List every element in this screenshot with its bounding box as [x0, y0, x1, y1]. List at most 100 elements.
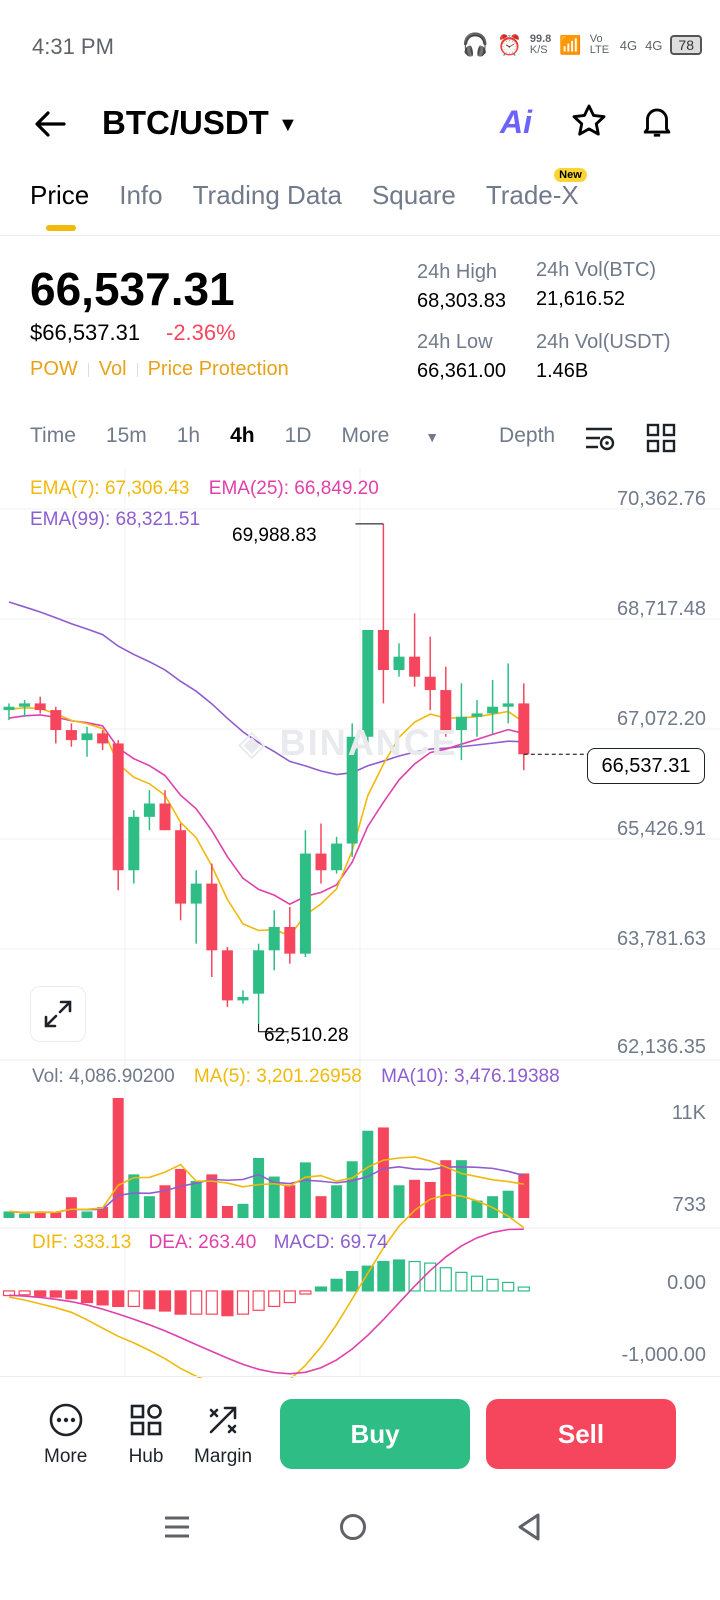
status-bar: 4:31 PM 🎧 ⏰ 99.8 K/S 📶 Vo LTE 4G 4G 78 — [0, 0, 720, 90]
kline-chart[interactable] — [0, 468, 720, 1378]
macd-label: MACD: 69.74 — [273, 1232, 388, 1253]
ma10-line — [8, 1166, 525, 1214]
back-arrow-icon[interactable] — [30, 104, 70, 144]
tab-info[interactable]: Info — [119, 180, 163, 210]
dea-line — [8, 1228, 524, 1375]
star-icon[interactable] — [570, 102, 608, 145]
volume-bar — [284, 1185, 296, 1218]
stat-24h-vol-usdt: 24h Vol(USDT) 1.46B — [536, 331, 671, 382]
macd-bar — [283, 1290, 296, 1304]
macd-bar — [299, 1290, 312, 1295]
grid-layout-icon[interactable] — [646, 423, 676, 458]
candle-body — [377, 629, 389, 671]
volume-bar — [299, 1162, 311, 1218]
tab-square[interactable]: Square — [371, 180, 456, 210]
stat-24h-low: 24h Low 66,361.00 — [417, 331, 506, 382]
back-nav-icon[interactable] — [514, 1512, 544, 1547]
tf-time[interactable]: Time — [30, 424, 76, 447]
volume-bar — [362, 1130, 374, 1218]
last-price: 66,537.31 — [30, 263, 235, 315]
macd-bar — [439, 1267, 452, 1292]
macd-bar — [268, 1290, 281, 1308]
dea-label: DEA: 263.40 — [148, 1232, 257, 1253]
buy-button[interactable]: Buy — [280, 1399, 470, 1469]
volume-bar — [81, 1211, 93, 1218]
caret-down-icon: ▼ — [425, 429, 440, 445]
candle-body — [253, 950, 265, 994]
macd-bar — [34, 1290, 47, 1297]
volume-bar — [19, 1213, 31, 1218]
macd-bar — [408, 1260, 421, 1292]
candle-body — [3, 706, 15, 711]
expand-icon — [44, 1000, 72, 1028]
macd-bar — [502, 1281, 515, 1292]
tf-4h[interactable]: 4h — [230, 424, 255, 447]
high-marker: 69,988.83 — [232, 525, 317, 546]
tab-bar: Price Info Trading Data Square Trade-X Ne… — [30, 168, 587, 231]
tab-trade-x[interactable]: Trade-X New — [486, 168, 587, 211]
price-change: -2.36% — [166, 320, 236, 345]
tag-row: POW Vol Price Protection — [30, 358, 289, 381]
ema7-label: EMA(7): 67,306.43 — [30, 478, 190, 499]
pair-title: BTC/USDT — [102, 104, 269, 141]
volume-bar — [502, 1190, 514, 1218]
tag-pow[interactable]: POW — [30, 358, 78, 380]
alarm-icon: ⏰ — [496, 34, 522, 57]
macd-axis-bottom: -1,000.00 — [621, 1344, 706, 1366]
pair-selector[interactable]: BTC/USDT ▼ — [102, 104, 298, 142]
more-button[interactable]: More — [44, 1402, 87, 1468]
candle-body — [221, 950, 233, 1001]
sell-button[interactable]: Sell — [486, 1399, 676, 1469]
new-badge: New — [554, 168, 587, 182]
y-label-4: 63,781.63 — [617, 928, 706, 950]
status-time: 4:31 PM — [32, 34, 114, 59]
tf-1h[interactable]: 1h — [176, 424, 201, 447]
expand-chart-button[interactable] — [30, 986, 86, 1042]
bell-icon[interactable] — [638, 102, 676, 145]
macd-bar — [205, 1290, 218, 1315]
home-icon[interactable] — [338, 1512, 368, 1547]
tf-more[interactable]: More ▼ — [341, 424, 440, 447]
macd-bar — [112, 1290, 125, 1308]
macd-axis-top: 0.00 — [667, 1272, 706, 1294]
stat-24h-high: 24h High 68,303.83 — [417, 261, 506, 312]
macd-bar — [190, 1290, 203, 1315]
tag-price-protection[interactable]: Price Protection — [147, 358, 289, 380]
y-label-3: 65,426.91 — [617, 818, 706, 840]
macd-bar — [174, 1290, 187, 1315]
tf-1d[interactable]: 1D — [284, 424, 312, 447]
ema25-line — [8, 714, 524, 906]
more-dots-icon — [49, 1403, 82, 1437]
ema99-label: EMA(99): 68,321.51 — [30, 509, 201, 530]
macd-bar — [346, 1270, 359, 1292]
macd-bar — [517, 1286, 530, 1292]
volume-bar — [128, 1174, 140, 1218]
candle-body — [502, 703, 514, 707]
macd-bar — [18, 1290, 31, 1296]
indicator-settings-icon[interactable] — [584, 424, 616, 459]
y-label-5: 62,136.35 — [617, 1036, 706, 1058]
tag-vol[interactable]: Vol — [98, 358, 127, 380]
tab-price[interactable]: Price — [30, 180, 90, 231]
candle-body — [315, 853, 327, 871]
macd-bar — [143, 1290, 156, 1310]
volte-label: Vo LTE — [589, 33, 610, 56]
recents-icon[interactable] — [162, 1512, 192, 1547]
vol-axis-top: 11K — [671, 1102, 706, 1124]
stat-24h-vol-btc: 24h Vol(BTC) 21,616.52 — [536, 259, 657, 310]
tf-depth[interactable]: Depth — [499, 424, 556, 447]
macd-bar — [392, 1259, 406, 1292]
volume-legend: Vol: 4,086.90200 MA(5): 3,201.26958 MA(1… — [32, 1066, 560, 1088]
tf-15m[interactable]: 15m — [105, 424, 147, 447]
ai-button[interactable]: Ai — [500, 104, 532, 141]
volume-bar — [3, 1211, 15, 1218]
macd-bar — [361, 1265, 374, 1292]
macd-bar — [314, 1286, 328, 1292]
low-marker: 62,510.28 — [264, 1025, 349, 1046]
margin-button[interactable]: Margin — [194, 1402, 252, 1468]
ema-legend: EMA(7): 67,306.43 EMA(25): 66,849.20 — [30, 478, 379, 500]
hub-button[interactable]: Hub — [128, 1402, 164, 1468]
macd-bar — [80, 1290, 94, 1304]
tab-trading-data[interactable]: Trading Data — [192, 180, 342, 210]
candle-body — [143, 803, 155, 817]
